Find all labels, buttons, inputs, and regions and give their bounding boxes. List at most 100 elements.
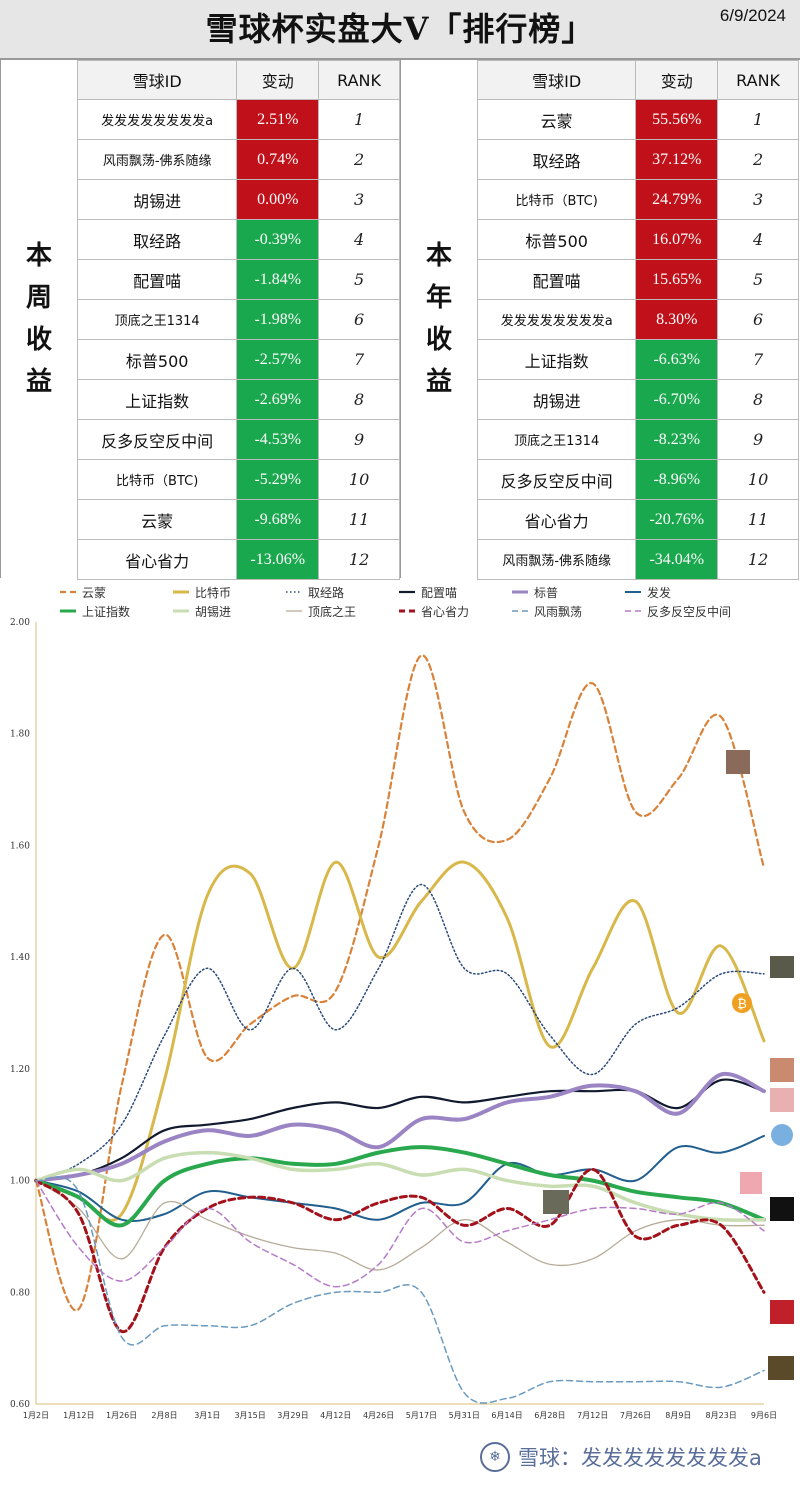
table-row: 比特币（BTC) 24.79% 3: [476, 179, 799, 220]
rank-cell: 11: [717, 499, 799, 540]
xueqiu-id-cell: 顶底之王1314: [76, 299, 238, 340]
avatar: [740, 1172, 762, 1194]
legend-label: 省心省力: [421, 605, 469, 619]
y-tick-label: 1.20: [10, 1065, 30, 1075]
column-header-rank: RANK: [318, 60, 400, 100]
column-header-change: 变动: [236, 60, 320, 100]
change-cell: -2.57%: [236, 339, 320, 380]
title-bar: 雪球杯实盘大V「排行榜」 6/9/2024: [0, 0, 800, 60]
rank-cell: 1: [717, 99, 799, 140]
x-tick-label: 4月12日: [320, 1411, 351, 1420]
xueqiu-id-cell: 胡锡进: [76, 179, 238, 220]
avatar: [770, 1197, 794, 1221]
xueqiu-id-cell: 比特币（BTC): [476, 179, 637, 220]
x-tick-label: 3月15日: [234, 1411, 265, 1420]
rank-cell: 12: [318, 539, 400, 580]
series-line: [35, 883, 765, 1182]
table-row: 标普500 -2.57% 7: [76, 339, 400, 380]
y-tick-label: 1.80: [10, 730, 30, 740]
xueqiu-id-cell: 发发发发发发发发a: [476, 299, 637, 340]
weekly-label-box: 本周收益: [0, 60, 78, 578]
change-cell: -8.96%: [635, 459, 719, 500]
legend-label: 取经路: [308, 585, 344, 600]
change-cell: -1.84%: [236, 259, 320, 300]
rank-cell: 9: [717, 419, 799, 460]
chart-series-lines: [34, 654, 766, 1404]
table-row: 发发发发发发发发a 2.51% 1: [76, 99, 400, 140]
change-cell: -4.53%: [236, 419, 320, 460]
change-cell: -0.39%: [236, 219, 320, 260]
legend-label: 标普: [534, 586, 558, 600]
y-tick-label: 0.60: [10, 1400, 30, 1410]
xueqiu-id-cell: 比特币（BTC): [76, 459, 238, 500]
change-cell: 15.65%: [635, 259, 719, 300]
change-cell: -5.29%: [236, 459, 320, 500]
xueqiu-id-cell: 风雨飘荡-佛系随缘: [476, 539, 637, 580]
table-row: 省心省力 -13.06% 12: [76, 539, 400, 580]
x-tick-label: 2月8日: [151, 1411, 177, 1420]
x-tick-label: 6月14日: [491, 1411, 522, 1420]
table-row: 顶底之王1314 -1.98% 6: [76, 299, 400, 340]
change-cell: -6.70%: [635, 379, 719, 420]
x-tick-label: 8月9日: [665, 1411, 691, 1420]
xueqiu-id-cell: 配置喵: [476, 259, 637, 300]
change-cell: -8.23%: [635, 419, 719, 460]
table-row: 反多反空反中间 -4.53% 9: [76, 419, 400, 460]
change-cell: 55.56%: [635, 99, 719, 140]
rank-cell: 6: [717, 299, 799, 340]
y-tick-label: 1.60: [10, 841, 30, 851]
xueqiu-id-cell: 胡锡进: [476, 379, 637, 420]
yearly-ranking-table: 雪球ID 变动 RANK 云蒙 55.56% 1 取经路 37.12% 2 比特币（BTC)…: [476, 60, 799, 580]
change-cell: -2.69%: [236, 379, 320, 420]
change-cell: -13.06%: [236, 539, 320, 580]
table-row: 配置喵 -1.84% 5: [76, 259, 400, 300]
x-tick-label: 1月12日: [63, 1411, 94, 1420]
series-line: [35, 1179, 765, 1271]
change-cell: -1.98%: [236, 299, 320, 340]
change-cell: 8.30%: [635, 299, 719, 340]
report-date: 6/9/2024: [719, 6, 786, 25]
avatar: [770, 1058, 794, 1082]
x-tick-label: 3月29日: [277, 1411, 308, 1420]
yearly-label-box: 本年收益: [400, 60, 478, 578]
avatar: [726, 750, 750, 774]
table-row: 云蒙 55.56% 1: [476, 99, 799, 140]
change-cell: -20.76%: [635, 499, 719, 540]
legend-label: 顶底之王: [308, 604, 356, 619]
xueqiu-id-cell: 风雨飘荡-佛系随缘: [76, 139, 238, 180]
xueqiu-id-cell: 云蒙: [76, 499, 238, 540]
column-header-change: 变动: [635, 60, 719, 100]
x-tick-label: 5月31日: [449, 1411, 480, 1420]
avatar: [770, 1300, 794, 1324]
change-cell: 0.74%: [236, 139, 320, 180]
xueqiu-id-cell: 省心省力: [76, 539, 238, 580]
footer-watermark: ❄ 雪球：发发发发发发发发a: [480, 1440, 790, 1474]
series-line: [34, 860, 766, 1222]
xueqiu-id-cell: 标普500: [476, 219, 637, 260]
chart-axes: 0.60 0.80 1.00 1.20 1.40 1.60 1.80 2.00 1月2日 1月12…: [10, 618, 777, 1420]
legend-label: 发发: [647, 585, 671, 600]
column-header-id: 雪球ID: [476, 60, 637, 100]
yearly-header-row: 雪球ID 变动 RANK: [476, 60, 799, 100]
series-avatars: ₿: [543, 750, 794, 1380]
xueqiu-id-cell: 上证指数: [476, 339, 637, 380]
table-row: 反多反空反中间 -8.96% 10: [476, 459, 799, 500]
legend-label: 上证指数: [82, 604, 130, 619]
y-tick-label: 2.00: [10, 618, 30, 628]
bitcoin-icon: [732, 993, 752, 1013]
weekly-panel: 本周收益 雪球ID 变动 RANK 发发发发发发发发a 2.51% 1 风雨飘荡-佛系…: [0, 60, 400, 580]
y-tick-label: 1.40: [10, 953, 30, 963]
change-cell: -6.63%: [635, 339, 719, 380]
rank-cell: 4: [717, 219, 799, 260]
change-cell: 0.00%: [236, 179, 320, 220]
table-row: 风雨飘荡-佛系随缘 -34.04% 12: [476, 539, 799, 580]
table-row: 风雨飘荡-佛系随缘 0.74% 2: [76, 139, 400, 180]
rank-cell: 11: [318, 499, 400, 540]
rank-cell: 12: [717, 539, 799, 580]
rank-cell: 1: [318, 99, 400, 140]
xueqiu-id-cell: 上证指数: [76, 379, 238, 420]
rank-cell: 9: [318, 419, 400, 460]
rank-cell: 2: [717, 139, 799, 180]
